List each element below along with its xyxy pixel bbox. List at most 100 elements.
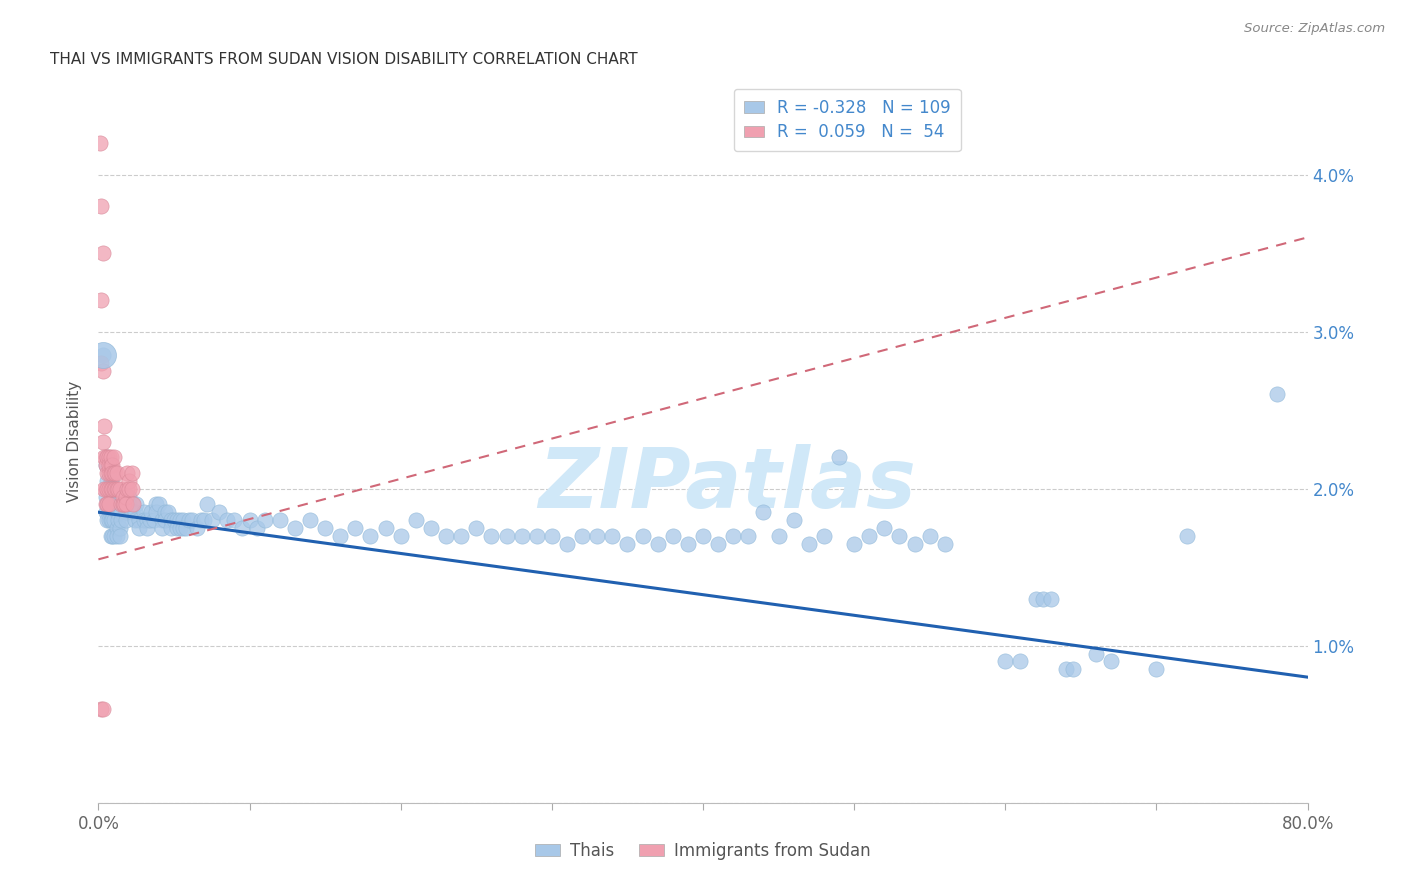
Point: [571, 529, 593, 543]
Point: [103, 529, 125, 543]
Point: [101, 482, 124, 496]
Point: [145, 505, 167, 519]
Point: [163, 513, 186, 527]
Point: [201, 513, 224, 527]
Y-axis label: Vision Disability: Vision Disability: [67, 381, 83, 502]
Point: [103, 450, 125, 465]
Point: [121, 482, 143, 496]
Point: [118, 490, 141, 504]
Point: [98, 482, 121, 496]
Point: [121, 466, 143, 480]
Point: [420, 521, 443, 535]
Point: [103, 466, 125, 480]
Point: [153, 505, 176, 519]
Point: [344, 521, 367, 535]
Point: [994, 655, 1017, 669]
Point: [107, 482, 129, 496]
Point: [153, 513, 176, 527]
Point: [103, 497, 125, 511]
Point: [231, 521, 253, 535]
Point: [94, 458, 117, 472]
Point: [96, 450, 118, 465]
Point: [904, 536, 927, 550]
Point: [128, 513, 150, 527]
Point: [555, 536, 578, 550]
Point: [94, 458, 117, 472]
Point: [314, 521, 336, 535]
Point: [111, 497, 134, 511]
Point: [108, 529, 131, 543]
Point: [105, 521, 128, 535]
Point: [94, 450, 117, 465]
Point: [737, 529, 759, 543]
Point: [169, 513, 191, 527]
Point: [1032, 591, 1054, 606]
Point: [118, 482, 141, 496]
Point: [269, 513, 291, 527]
Point: [616, 536, 638, 550]
Point: [166, 521, 188, 535]
Point: [631, 529, 654, 543]
Point: [132, 513, 155, 527]
Point: [450, 529, 472, 543]
Point: [132, 505, 155, 519]
Point: [93, 482, 115, 496]
Point: [115, 466, 138, 480]
Point: [90, 356, 112, 370]
Point: [1054, 662, 1077, 676]
Point: [96, 482, 118, 496]
Point: [101, 482, 124, 496]
Point: [918, 529, 941, 543]
Legend: Thais, Immigrants from Sudan: Thais, Immigrants from Sudan: [529, 836, 877, 867]
Point: [114, 513, 136, 527]
Point: [100, 466, 122, 480]
Point: [91, 701, 114, 715]
Point: [118, 474, 141, 488]
Point: [107, 513, 129, 527]
Point: [96, 474, 118, 488]
Point: [169, 521, 191, 535]
Point: [96, 450, 118, 465]
Point: [844, 536, 866, 550]
Point: [101, 466, 124, 480]
Point: [299, 513, 322, 527]
Point: [181, 513, 204, 527]
Point: [661, 529, 683, 543]
Point: [510, 529, 533, 543]
Point: [91, 364, 114, 378]
Point: [91, 348, 114, 362]
Point: [692, 529, 714, 543]
Point: [481, 529, 503, 543]
Point: [873, 521, 896, 535]
Point: [101, 497, 124, 511]
Point: [186, 521, 208, 535]
Point: [405, 513, 427, 527]
Point: [723, 529, 745, 543]
Point: [495, 529, 517, 543]
Point: [110, 505, 132, 519]
Point: [100, 513, 122, 527]
Point: [96, 497, 118, 511]
Point: [174, 521, 197, 535]
Point: [1085, 647, 1108, 661]
Point: [160, 513, 183, 527]
Point: [1062, 662, 1084, 676]
Point: [98, 458, 121, 472]
Point: [647, 536, 669, 550]
Point: [526, 529, 548, 543]
Point: [105, 466, 128, 480]
Point: [148, 497, 170, 511]
Point: [100, 450, 122, 465]
Point: [329, 529, 352, 543]
Text: Source: ZipAtlas.com: Source: ZipAtlas.com: [1244, 22, 1385, 36]
Point: [253, 513, 276, 527]
Point: [676, 536, 699, 550]
Point: [114, 490, 136, 504]
Point: [94, 505, 117, 519]
Point: [100, 497, 122, 511]
Text: ZIPatlas: ZIPatlas: [538, 444, 917, 525]
Point: [96, 513, 118, 527]
Point: [90, 701, 112, 715]
Point: [224, 513, 246, 527]
Point: [105, 505, 128, 519]
